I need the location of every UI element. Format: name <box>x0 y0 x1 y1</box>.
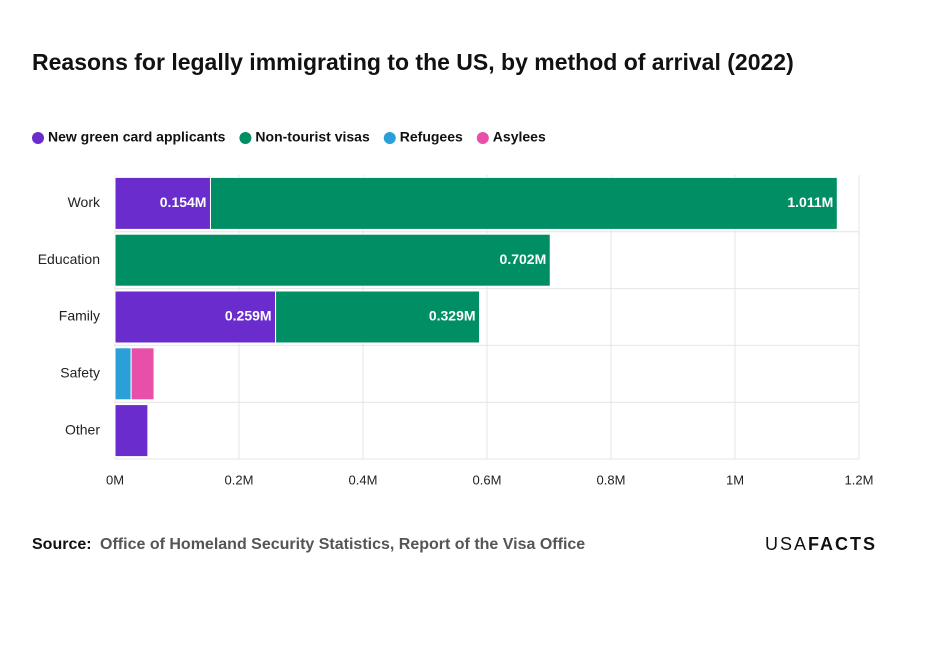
value-label: 1.011M <box>787 194 833 210</box>
bar <box>275 290 481 344</box>
legend-label: Refugees <box>400 129 463 145</box>
source-label: Source: <box>32 536 92 553</box>
chart-title: Reasons for legally immigrating to the U… <box>32 49 794 75</box>
y-tick-label: Work <box>68 194 101 210</box>
bar <box>114 233 551 287</box>
legend-swatch <box>32 132 44 144</box>
bar <box>130 347 155 401</box>
x-tick-label: 0.2M <box>225 472 254 487</box>
bar <box>114 347 132 401</box>
x-tick-label: 0.4M <box>349 472 378 487</box>
logo: USAFACTS <box>765 534 877 554</box>
bar <box>114 290 277 344</box>
legend-swatch <box>476 132 489 144</box>
x-tick-label: 1.2M <box>845 472 874 487</box>
source: Source: Office of Homeland Security Stat… <box>32 536 585 553</box>
y-tick-label: Education <box>38 251 100 267</box>
value-label: 0.154M <box>160 194 207 210</box>
legend-label: Asylees <box>493 129 546 145</box>
y-tick-label: Other <box>65 421 100 437</box>
x-tick-label: 1M <box>726 472 744 487</box>
logo-light: USA <box>765 534 808 554</box>
y-tick-label: Family <box>59 308 100 324</box>
logo-bold: FACTS <box>808 534 877 554</box>
legend-label: Non-tourist visas <box>255 129 370 145</box>
legend-swatch <box>383 132 396 144</box>
value-label: 0.329M <box>429 308 476 324</box>
value-label: 0.702M <box>500 251 547 267</box>
legend-label: New green card applicants <box>48 129 226 145</box>
bar <box>114 176 211 230</box>
value-label: 0.259M <box>225 308 272 324</box>
bar <box>209 176 838 230</box>
x-tick-label: 0.8M <box>597 472 626 487</box>
source-text: Office of Homeland Security Statistics, … <box>100 536 585 553</box>
x-tick-label: 0M <box>106 472 124 487</box>
x-tick-label: 0.6M <box>473 472 502 487</box>
legend-swatch <box>239 132 252 144</box>
bar <box>114 404 149 458</box>
y-tick-label: Safety <box>60 365 100 381</box>
